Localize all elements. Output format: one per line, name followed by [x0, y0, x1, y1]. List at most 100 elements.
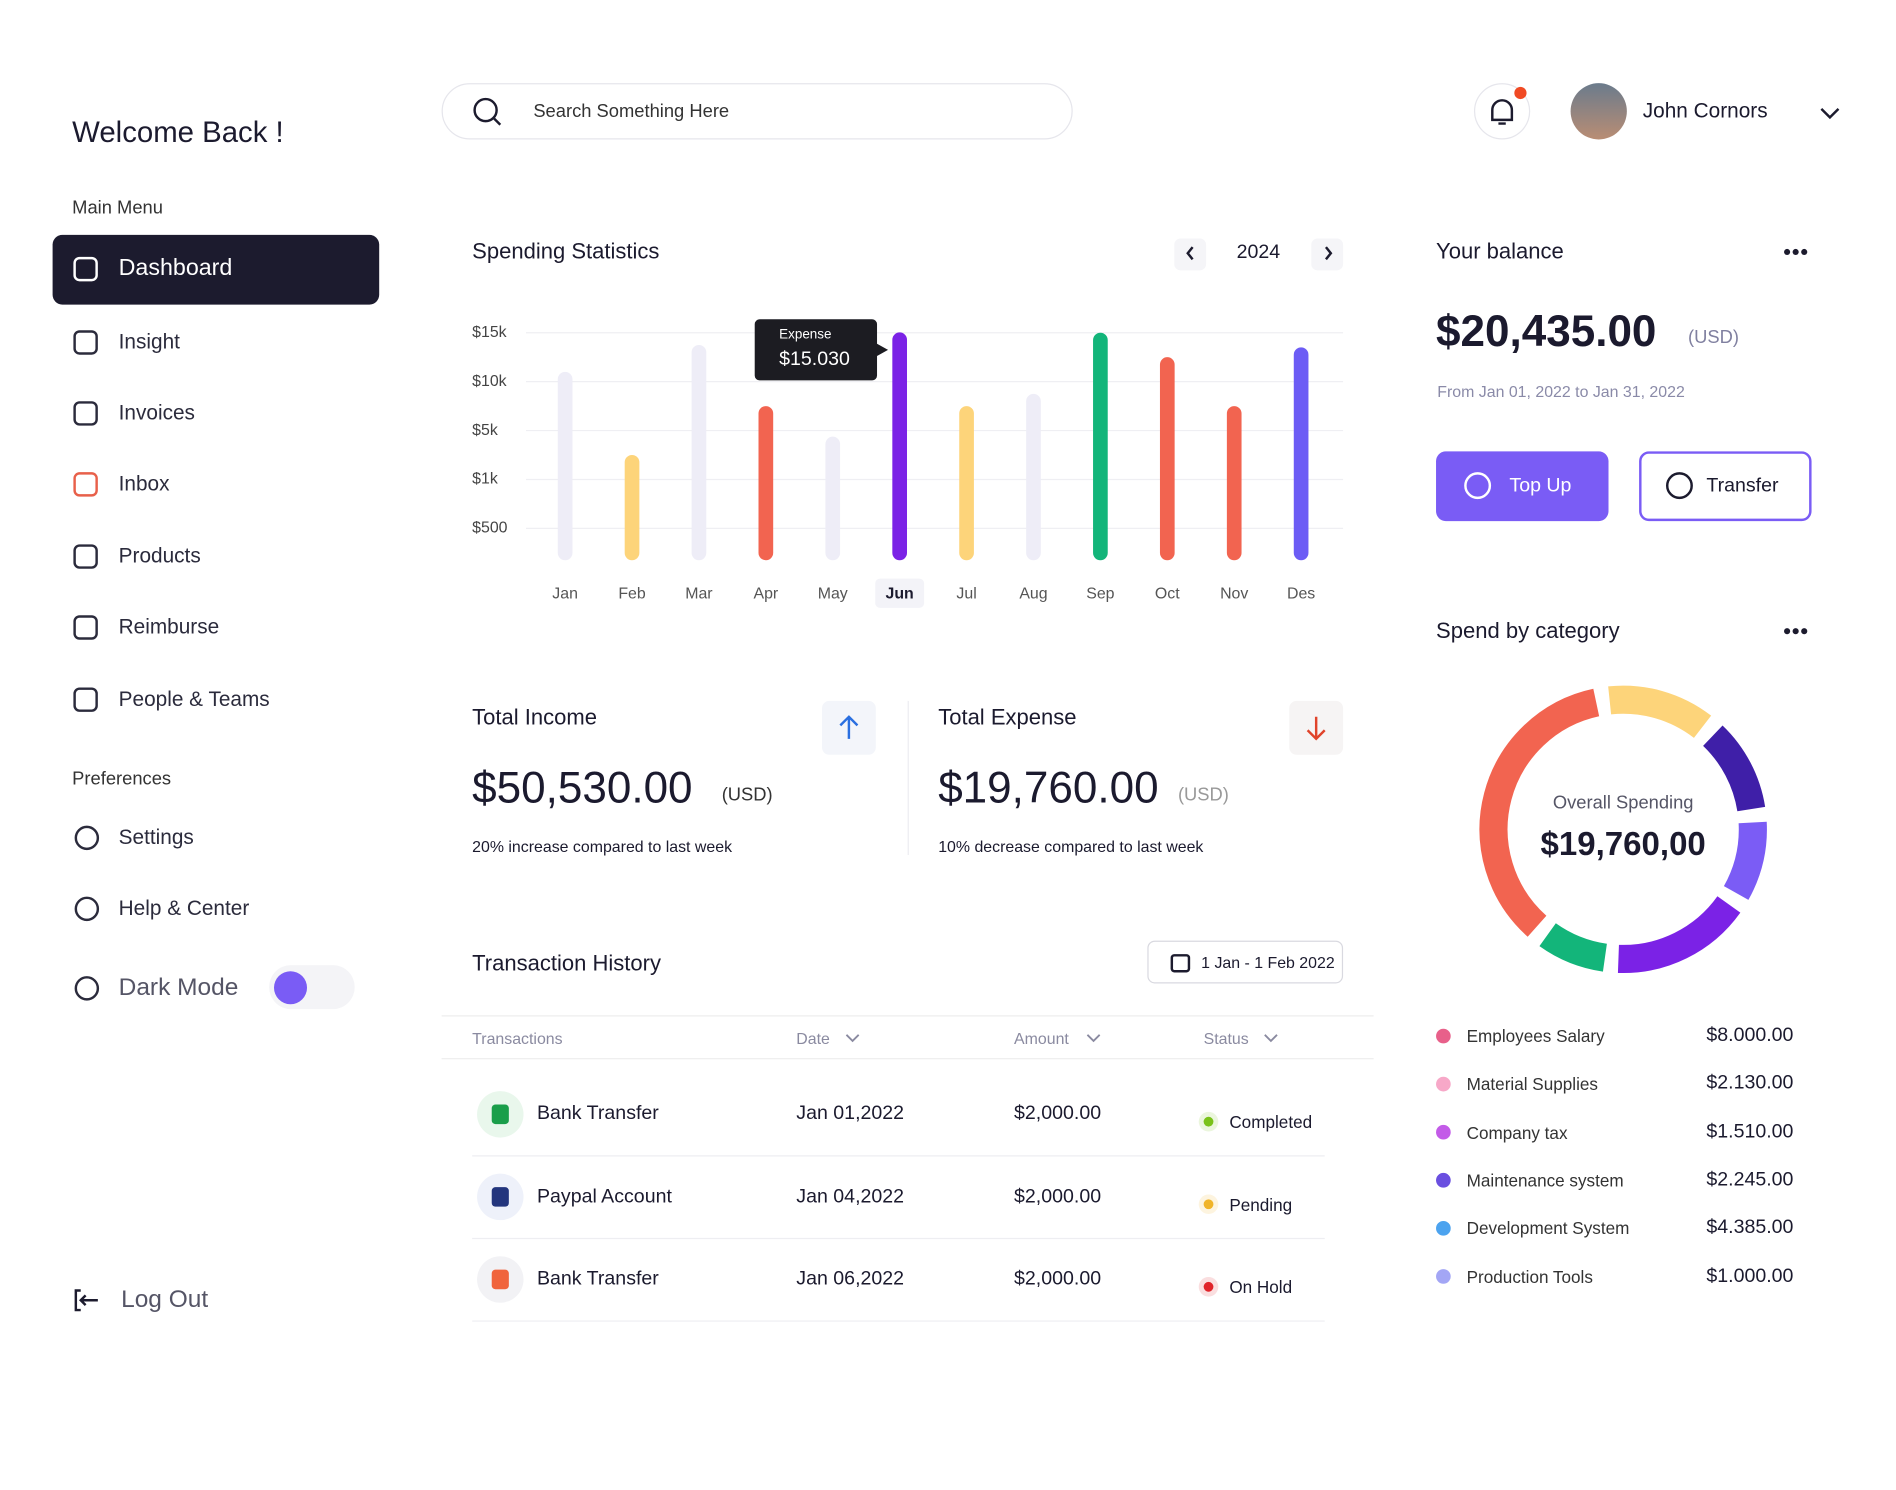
- legend-dot: [1436, 1076, 1451, 1092]
- menu-item[interactable]: Reimburse: [118, 615, 220, 639]
- y-tick-label: $5k: [472, 422, 498, 439]
- transfer-button[interactable]: [1639, 451, 1812, 522]
- y-tick-label: $500: [472, 520, 508, 537]
- up-icon: [839, 715, 859, 739]
- bar: [825, 436, 841, 561]
- donut-value: $19,760,00: [1541, 825, 1706, 862]
- cell: Jan 06,2022: [796, 1268, 905, 1290]
- cell: $2,000.00: [1014, 1103, 1102, 1125]
- column-header[interactable]: Transactions: [472, 1029, 563, 1048]
- x-tick-label: Feb: [618, 586, 646, 603]
- year-next[interactable]: [1311, 238, 1344, 271]
- column-header[interactable]: Status: [1203, 1029, 1249, 1048]
- transaction-icon: [491, 1104, 509, 1125]
- date-range-button[interactable]: [1147, 940, 1344, 984]
- column-header[interactable]: Amount: [1014, 1029, 1069, 1048]
- search-icon: [473, 97, 498, 123]
- menu-item[interactable]: Settings: [118, 825, 194, 849]
- category-name: Employees Salary: [1466, 1026, 1605, 1046]
- legend-dot: [1436, 1269, 1451, 1284]
- active-menu-bg: [52, 234, 380, 305]
- menu-item[interactable]: Insight: [118, 330, 180, 354]
- status-dot: [1203, 1281, 1214, 1292]
- stat-currency: (USD): [721, 784, 773, 806]
- menu-item[interactable]: People & Teams: [118, 687, 270, 711]
- menu-icon: [73, 330, 98, 355]
- avatar[interactable]: [1570, 83, 1627, 140]
- button-label[interactable]: Transfer: [1706, 475, 1779, 497]
- bar: [624, 455, 640, 561]
- menu-item[interactable]: Inbox: [118, 472, 170, 496]
- menu-item[interactable]: Products: [118, 544, 201, 568]
- category-amount: $2.130.00: [1706, 1073, 1794, 1094]
- calendar-icon: [1170, 954, 1191, 973]
- category-name: Production Tools: [1466, 1266, 1593, 1287]
- y-tick-label: $15k: [472, 324, 507, 341]
- menu-item[interactable]: Invoices: [118, 401, 195, 425]
- cell: $2,000.00: [1014, 1268, 1102, 1290]
- menu-item[interactable]: Dark Mode: [118, 974, 239, 1002]
- greeting: Welcome Back !: [72, 116, 284, 150]
- menu-icon: [73, 687, 98, 712]
- column-header[interactable]: Date: [796, 1029, 830, 1048]
- dots: [1784, 248, 1808, 635]
- bar: [959, 406, 974, 561]
- menu-icon: [73, 615, 98, 640]
- balance-period: From Jan 01, 2022 to Jan 31, 2022: [1437, 382, 1685, 401]
- stat-title: Total Income: [472, 705, 597, 730]
- date-range[interactable]: 1 Jan - 1 Feb 2022: [1201, 953, 1335, 972]
- search-placeholder[interactable]: Search Something Here: [533, 100, 730, 122]
- stat-note: 10% decrease compared to last week: [938, 837, 1204, 856]
- x-tick-label: Aug: [1019, 586, 1047, 603]
- y-tick-label: $10k: [472, 373, 507, 390]
- category-amount: $8.000.00: [1706, 1025, 1794, 1046]
- bar: [758, 406, 774, 561]
- legend-dot: [1436, 1220, 1451, 1236]
- menu-item[interactable]: Dashboard: [118, 255, 233, 282]
- user-name[interactable]: John Cornors: [1642, 99, 1768, 123]
- section-title: Transaction History: [472, 951, 662, 976]
- status: Completed: [1229, 1111, 1313, 1132]
- search-box[interactable]: [441, 83, 1073, 140]
- menu-icon: [74, 896, 100, 922]
- x-tick-label: Oct: [1155, 586, 1180, 603]
- x-tick-label: Sep: [1086, 586, 1114, 603]
- x-tick-label: May: [818, 586, 848, 603]
- bar: [1293, 347, 1309, 561]
- category-name: Development System: [1466, 1218, 1630, 1239]
- notification-dot: [1514, 86, 1527, 100]
- bell-icon: [1491, 99, 1514, 125]
- category-name: Maintenance system: [1466, 1170, 1624, 1191]
- cell: Jan 04,2022: [796, 1185, 905, 1207]
- donut-segment: [1608, 685, 1712, 739]
- bar: [1226, 406, 1242, 561]
- logout[interactable]: Log Out: [121, 1286, 209, 1314]
- tooltip: [754, 319, 889, 381]
- legend-dot: [1436, 1028, 1451, 1044]
- table-header-bg: [441, 1015, 1374, 1060]
- status: Pending: [1229, 1194, 1293, 1215]
- bell-button[interactable]: [1473, 83, 1531, 140]
- category-amount: $2.245.00: [1706, 1169, 1794, 1191]
- x-tick-label: Jun: [886, 586, 914, 603]
- menu-icon: [73, 472, 98, 497]
- stat-note: 20% increase compared to last week: [472, 837, 733, 856]
- x-tick-label: Mar: [685, 586, 713, 603]
- x-tick-label: Apr: [753, 586, 778, 603]
- cell: Bank Transfer: [536, 1268, 659, 1290]
- search-icon: [493, 117, 502, 126]
- status: On Hold: [1229, 1277, 1293, 1297]
- donut-segment: [1723, 821, 1767, 900]
- menu-item[interactable]: Help & Center: [118, 896, 250, 920]
- dropdown-icon: [1820, 107, 1840, 120]
- tooltip-value: $15.030: [779, 348, 850, 370]
- menu-title: Main Menu: [72, 197, 163, 219]
- x-tick-label: Nov: [1220, 586, 1248, 603]
- divider: [907, 700, 909, 856]
- menu-title: Preferences: [72, 768, 172, 790]
- category-name: Company tax: [1466, 1122, 1568, 1142]
- section-title: Your balance: [1436, 239, 1564, 264]
- button-label[interactable]: Top Up: [1509, 475, 1572, 497]
- menu-icon: [74, 825, 100, 851]
- category-amount: $1.000.00: [1706, 1265, 1794, 1287]
